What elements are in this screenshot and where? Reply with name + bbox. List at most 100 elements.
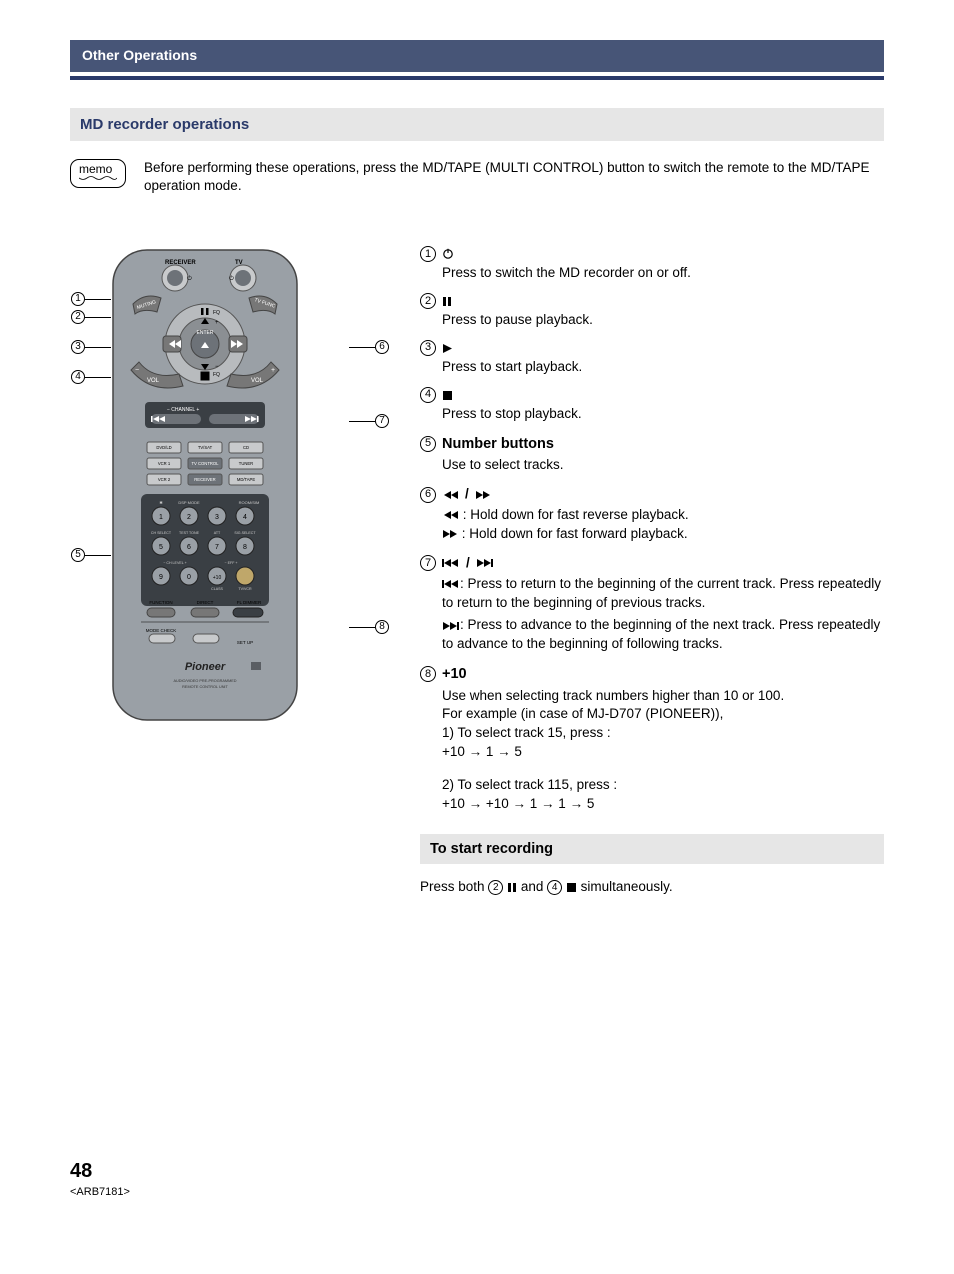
next-icon — [476, 558, 494, 568]
callout-5: 5 — [71, 548, 111, 562]
svg-text:7: 7 — [215, 544, 219, 551]
memo-icon: memo — [70, 159, 126, 188]
item-num-6: 6 — [420, 487, 436, 503]
sr-ref2: 4 — [547, 880, 562, 895]
svg-text:8: 8 — [243, 544, 247, 551]
callout-7: 7 — [349, 414, 389, 428]
svg-text:0: 0 — [187, 574, 191, 581]
item-1-body: Press to switch the MD recorder on or of… — [442, 264, 884, 283]
svg-text:FL DIMMER: FL DIMMER — [237, 600, 262, 605]
svg-text:1: 1 — [159, 514, 163, 521]
power-icon — [442, 248, 454, 260]
svg-text:RECEIVER: RECEIVER — [194, 477, 215, 482]
subsection-title: To start recording — [420, 834, 884, 864]
svg-text:ATT: ATT — [214, 531, 221, 535]
svg-text:SIG.SELECT: SIG.SELECT — [234, 531, 256, 535]
svg-text:VOL: VOL — [251, 378, 264, 384]
svg-text:TUNER: TUNER — [239, 461, 253, 466]
svg-text:DVD/LD: DVD/LD — [156, 445, 171, 450]
svg-text:VCR 2: VCR 2 — [158, 477, 171, 482]
svg-text:⏻: ⏻ — [229, 275, 234, 282]
item-8-l3: +10 → 1 → 5 — [442, 743, 884, 762]
rw-icon — [442, 510, 459, 520]
pause-icon — [507, 882, 517, 893]
item-8: 8 +10 Use when selecting track numbers h… — [420, 664, 884, 814]
sr-ref1: 2 — [488, 880, 503, 895]
svg-text:DSP MODE: DSP MODE — [178, 500, 200, 505]
svg-text:− CH LEVEL +: − CH LEVEL + — [163, 561, 186, 565]
item-8-l5: 2) To select track 115, press : — [442, 776, 884, 795]
svg-text:AUDIO/VIDEO PRE-PROGRAMMED: AUDIO/VIDEO PRE-PROGRAMMED — [173, 679, 236, 683]
svg-text:ROOM/SIM: ROOM/SIM — [239, 500, 260, 505]
item-8-l1: For example (in case of MJ-D707 (PIONEER… — [442, 705, 884, 724]
item-7-line1: : Press to return to the beginning of th… — [442, 576, 881, 610]
item-6: 6 / : Hold down for fast reverse playbac… — [420, 485, 884, 544]
lbl-receiver: RECEIVER — [165, 260, 196, 266]
section-title: MD recorder operations — [70, 108, 884, 141]
header-divider — [70, 76, 884, 80]
stop-icon — [442, 390, 453, 401]
memo-wave-icon — [79, 176, 117, 181]
item-num-1: 1 — [420, 246, 436, 262]
item-6-line1: : Hold down for fast reverse playback. — [459, 507, 689, 522]
remote-svg: RECEIVER TV ⏻ ⏻ MUTING TV FUNC ENTER — [105, 246, 305, 726]
memo-text: Before performing these operations, pres… — [144, 159, 884, 197]
svg-text:TEST TONE: TEST TONE — [179, 531, 200, 535]
svg-text:−: − — [135, 367, 139, 374]
pause-icon — [442, 296, 452, 307]
svg-text:MD/TAPE: MD/TAPE — [237, 477, 256, 482]
svg-text:9: 9 — [159, 574, 163, 581]
svg-text:CH SELECT: CH SELECT — [151, 531, 172, 535]
sr-before: Press both — [420, 879, 488, 894]
remote-diagram: 1 2 3 4 5 6 7 8 RECEIVER TV ⏻ ⏻ — [105, 246, 355, 726]
callout-3: 3 — [71, 340, 111, 354]
remote-column: 1 2 3 4 5 6 7 8 RECEIVER TV ⏻ ⏻ — [70, 246, 390, 726]
prev-icon — [442, 558, 460, 568]
svg-text:FQ: FQ — [213, 310, 220, 316]
item-5-body: Use to select tracks. — [442, 456, 884, 475]
item-6-body: : Hold down for fast reverse playback. :… — [442, 506, 884, 544]
item-7-body: : Press to return to the beginning of th… — [442, 575, 884, 655]
item-8-title: +10 — [442, 664, 467, 684]
svg-text:5: 5 — [159, 544, 163, 551]
item-num-4: 4 — [420, 387, 436, 403]
item-4: 4 Press to stop playback. — [420, 387, 884, 424]
svg-text:DIRECT: DIRECT — [197, 600, 214, 605]
svg-text:CLASS: CLASS — [211, 587, 223, 591]
header-title: Other Operations — [82, 47, 197, 63]
svg-text:MODE CHECK: MODE CHECK — [146, 628, 177, 633]
callout-6: 6 — [349, 340, 389, 354]
item-6-line2: : Hold down for fast forward playback. — [458, 526, 688, 541]
ff-icon — [475, 490, 491, 500]
svg-text:TV CONTROL: TV CONTROL — [192, 461, 220, 466]
item-1: 1 Press to switch the MD recorder on or … — [420, 246, 884, 283]
memo-label: memo — [79, 162, 112, 176]
callout-2: 2 — [71, 310, 111, 324]
svg-text:VCR 1: VCR 1 — [158, 461, 171, 466]
svg-text:FUNCTION: FUNCTION — [149, 600, 172, 605]
svg-text:TV/SAT: TV/SAT — [198, 445, 213, 450]
sr-after: simultaneously. — [581, 879, 673, 894]
svg-text:6: 6 — [187, 544, 191, 551]
stop-icon — [566, 882, 577, 893]
svg-text:⏻: ⏻ — [187, 275, 192, 282]
item-4-body: Press to stop playback. — [442, 405, 884, 424]
item-num-7: 7 — [420, 555, 436, 571]
callout-8: 8 — [349, 620, 389, 634]
svg-text:ENTER: ENTER — [197, 330, 214, 336]
item-8-l6: +10 → +10 → 1 → 1 → 5 — [442, 795, 884, 814]
item-num-8: 8 — [420, 666, 436, 682]
item-8-body: Use when selecting track numbers higher … — [442, 687, 884, 814]
item-3-body: Press to start playback. — [442, 358, 884, 377]
page-code: <ARB7181> — [70, 1185, 884, 1200]
prev-icon — [442, 579, 460, 589]
item-num-2: 2 — [420, 293, 436, 309]
svg-text:2: 2 — [187, 514, 191, 521]
item-8-l2: 1) To select track 15, press : — [442, 724, 884, 743]
svg-text:VOL: VOL — [147, 378, 160, 384]
svg-text:−: − — [215, 364, 219, 370]
svg-text:+10: +10 — [213, 575, 222, 581]
next-icon — [442, 621, 460, 631]
memo-row: memo Before performing these operations,… — [70, 159, 884, 197]
svg-text:− CHANNEL +: − CHANNEL + — [167, 407, 199, 413]
